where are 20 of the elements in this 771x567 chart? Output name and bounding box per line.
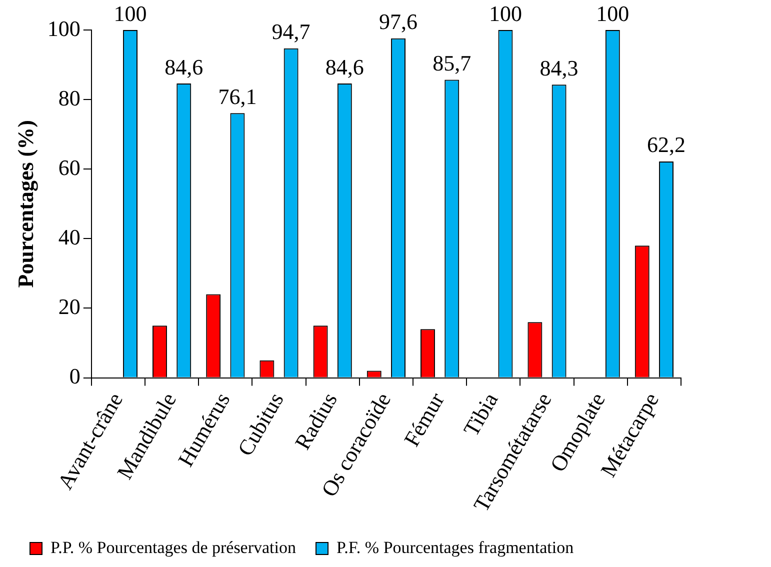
data-label: 100 (488, 0, 522, 26)
legend-label: P.F. % Pourcentages fragmentation (336, 538, 574, 557)
data-label: 76,1 (218, 84, 257, 109)
y-tick-label: 60 (58, 154, 80, 180)
y-tick-label: 0 (69, 364, 80, 389)
y-tick-label: 100 (47, 16, 80, 41)
y-axis-title: Pourcentages (%) (12, 120, 38, 288)
y-tick-label: 20 (58, 294, 80, 319)
data-label: 94,7 (272, 19, 310, 44)
data-label: 84,6 (164, 54, 204, 80)
data-label: 100 (114, 0, 147, 26)
data-label: 85,7 (432, 50, 472, 76)
data-label: 100 (596, 0, 630, 26)
data-label: 84,3 (540, 55, 578, 80)
y-tick-label: 40 (58, 224, 80, 250)
data-label: 84,6 (325, 54, 364, 80)
legend-label: P.P. % Pourcentages de préservation (50, 538, 297, 557)
data-label: 97,6 (379, 9, 418, 34)
data-label: 62,2 (647, 132, 686, 158)
y-tick-label: 80 (58, 85, 80, 110)
